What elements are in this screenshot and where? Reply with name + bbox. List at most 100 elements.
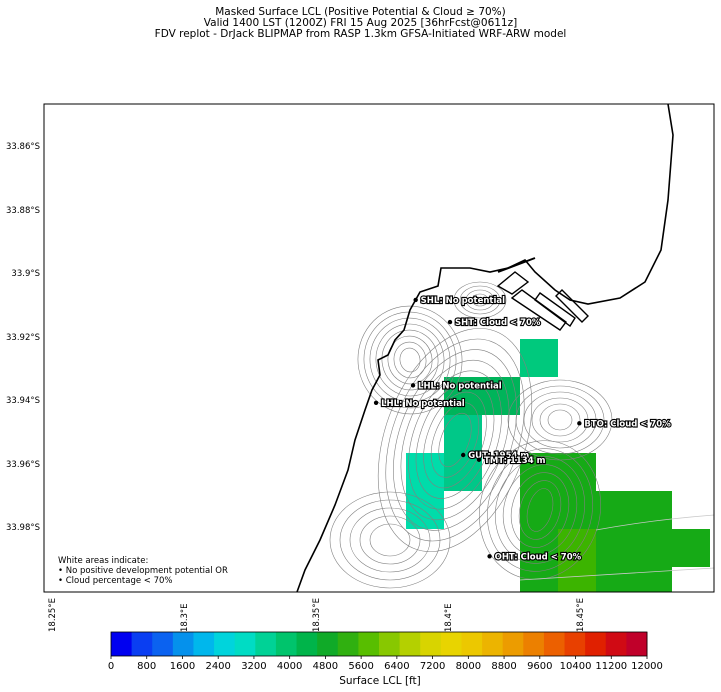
colorbar-tick-label: 8800 — [491, 661, 517, 672]
station-label: GUT: 1954 m — [468, 451, 529, 461]
lat-label: 33.92°S — [6, 333, 40, 343]
lon-label: 18.3°E — [180, 603, 190, 632]
contour-line — [381, 329, 439, 391]
contour-line — [547, 409, 573, 431]
colorbar-tick-label: 10400 — [559, 661, 592, 672]
contour-line — [369, 523, 411, 557]
station-dot — [487, 554, 492, 559]
colorbar-swatch — [626, 632, 648, 656]
colorbar-tick-label: 4000 — [276, 661, 303, 672]
colorbar-swatch — [111, 632, 133, 656]
colorbar-swatch — [502, 632, 524, 656]
station-label: LHL: No potential — [381, 399, 465, 409]
station-dot — [373, 400, 379, 405]
contour-line — [453, 281, 507, 319]
colorbar-tick-label: 9600 — [527, 661, 553, 672]
colorbar-swatch — [399, 632, 421, 656]
contour-line — [438, 412, 472, 468]
colorbar-tick-label: 800 — [137, 661, 157, 672]
title-line-3: FDV replot - DrJack BLIPMAP from RASP 1.… — [154, 28, 567, 40]
coastline — [296, 104, 674, 592]
station-label: SHL: No potential — [421, 296, 505, 306]
station-dot — [447, 319, 453, 325]
colorbar-swatch — [296, 632, 318, 656]
station-label: BTO: Cloud < 70% — [584, 419, 671, 429]
colorbar-swatch — [482, 632, 504, 656]
station-dot — [577, 421, 582, 426]
colorbar-label: Surface LCL [ft] — [339, 675, 421, 687]
legend-note-line-3: • Cloud percentage < 70% — [58, 576, 173, 586]
colorbar-tick-label: 7200 — [419, 661, 446, 672]
colorbar-swatch — [564, 632, 586, 656]
contour-line — [486, 448, 594, 572]
colorbar-tick-label: 1600 — [169, 661, 196, 672]
contour-line — [502, 464, 578, 556]
colorbar-tick-label: 3200 — [241, 661, 267, 672]
title-line-1: Masked Surface LCL (Positive Potential &… — [215, 6, 506, 18]
contour-line — [415, 381, 495, 499]
road-line — [519, 567, 714, 581]
colorbar-swatch — [152, 632, 174, 656]
lcl-cell — [406, 491, 444, 529]
station-dot — [461, 452, 466, 458]
colorbar-tick-label: 4800 — [312, 661, 339, 672]
contour-line — [349, 507, 431, 573]
lon-label: 18.4°E — [444, 603, 454, 632]
contour-line — [357, 305, 463, 415]
lat-label: 33.88°S — [6, 206, 40, 216]
contour-line — [400, 359, 510, 521]
colorbar-swatch — [337, 632, 359, 656]
colorbar-frame — [110, 631, 648, 657]
contour-line — [459, 285, 501, 315]
colorbar-swatch — [605, 632, 627, 656]
contour-line — [430, 402, 480, 478]
station-dot — [413, 297, 418, 303]
contour-line — [369, 317, 451, 403]
station-dot — [476, 457, 482, 462]
contour-line — [385, 338, 525, 542]
lat-label: 33.86°S — [6, 142, 40, 152]
colorbar-tick-label: 12000 — [631, 661, 663, 672]
colorbar-swatch — [523, 632, 545, 656]
colorbar-swatch — [214, 632, 236, 656]
road-line — [595, 514, 714, 531]
lat-label: 33.96°S — [6, 460, 40, 470]
contour-line — [377, 328, 533, 552]
contour-line — [423, 391, 487, 489]
contour-line — [375, 323, 445, 397]
colorbar-tick-label: 11200 — [595, 661, 628, 672]
contour-line — [393, 341, 427, 379]
colorbar-swatch — [461, 632, 483, 656]
contour-line — [393, 349, 517, 531]
lcl-cell — [596, 491, 634, 529]
colorbar-swatch — [585, 632, 607, 656]
station-label: TMT: 1134 m — [484, 456, 546, 466]
colorbar-swatch — [131, 632, 153, 656]
colorbar-tick-label: 8000 — [455, 661, 482, 672]
lcl-cells — [406, 339, 710, 592]
lon-label: 18.45°E — [576, 598, 586, 632]
lcl-cell — [672, 529, 710, 567]
colorbar-swatch — [234, 632, 256, 656]
map-frame — [43, 103, 715, 593]
colorbar-swatch — [255, 632, 277, 656]
lcl-cell — [406, 453, 444, 491]
contour-line — [510, 472, 570, 548]
colorbar-swatch — [275, 632, 298, 656]
station-dot — [410, 383, 416, 388]
contour-line — [526, 488, 554, 532]
station-markers: SHL: No potential SHT: Cloud < 70% LHL: No… — [373, 295, 672, 563]
contour-line — [359, 515, 421, 565]
lon-label: 18.25°E — [48, 598, 58, 632]
contour-line — [408, 370, 502, 510]
contour-line — [465, 289, 495, 311]
contour-line — [494, 456, 586, 564]
colorbar-swatch — [440, 632, 462, 656]
station-label: OHT: Cloud < 70% — [495, 552, 582, 562]
contour-line — [518, 480, 562, 540]
colorbar-tick-label: 2400 — [205, 661, 231, 672]
contour-line — [399, 347, 421, 373]
legend-note-line-1: White areas indicate: — [58, 556, 149, 566]
lcl-cell — [558, 529, 596, 592]
